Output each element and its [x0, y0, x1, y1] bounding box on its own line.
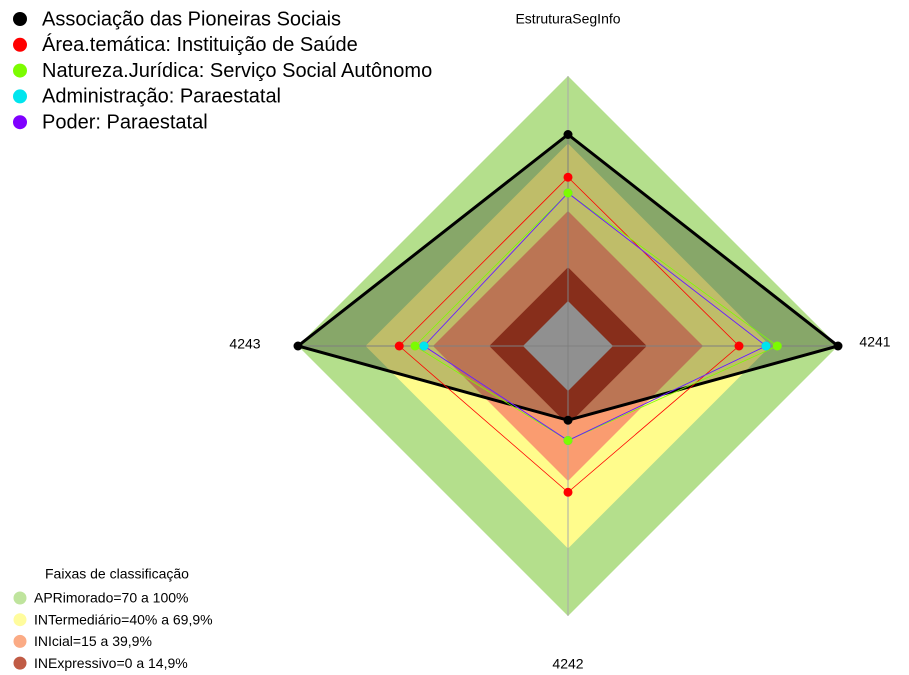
- axis-label: 4243: [229, 336, 260, 352]
- legend-marker: [13, 12, 27, 26]
- point: [563, 188, 573, 198]
- band-legend-marker: [12, 612, 28, 628]
- point: [761, 341, 771, 351]
- legend-marker: [13, 89, 27, 104]
- point: [563, 130, 573, 139]
- legend-label: Administração: Paraestatal: [42, 86, 281, 108]
- point: [734, 341, 744, 351]
- band-legend-label: INExpressivo=0 a 14,9%: [34, 655, 188, 671]
- legend-marker: [13, 115, 27, 130]
- point: [563, 415, 573, 425]
- point: [563, 487, 573, 497]
- legend-marker: [13, 63, 27, 78]
- axis-label: 4242: [552, 656, 583, 672]
- point: [772, 341, 782, 351]
- bands-title: Faixas de classificação: [45, 566, 189, 582]
- point: [293, 341, 303, 351]
- band-legend-marker: [12, 655, 28, 671]
- point: [833, 341, 843, 351]
- band-legend-marker: [12, 633, 28, 649]
- point: [563, 436, 573, 445]
- legend-label: Natureza.Jurídica: Serviço Social Autôno…: [42, 60, 432, 82]
- axis-label: EstruturaSegInfo: [515, 11, 620, 27]
- band-legend-label: APRimorado=70 a 100%: [34, 590, 189, 606]
- point: [410, 341, 420, 351]
- legend-label: Poder: Paraestatal: [42, 111, 208, 133]
- band-legend-marker: [12, 590, 28, 606]
- band-legend-label: INIcial=15 a 39,9%: [34, 633, 152, 649]
- legend-label: Área.temática: Instituição de Saúde: [42, 33, 358, 56]
- axis-label: 4241: [859, 334, 890, 350]
- point: [394, 341, 404, 351]
- point: [419, 341, 429, 351]
- legend-marker: [13, 37, 27, 52]
- point: [563, 172, 573, 182]
- legend-label: Associação das Pioneiras Sociais: [42, 8, 341, 30]
- band-legend-label: INTermediário=40% a 69,9%: [34, 611, 213, 627]
